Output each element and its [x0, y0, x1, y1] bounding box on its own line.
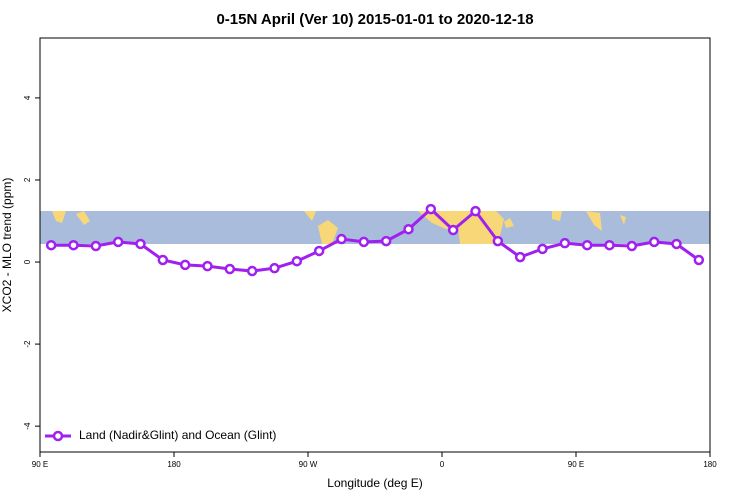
legend-marker	[52, 430, 64, 442]
x-tick-label: 180	[703, 460, 717, 469]
data-point	[90, 240, 102, 252]
y-tick-label: 4	[23, 95, 32, 100]
x-tick-label: 90 E	[32, 460, 48, 469]
data-point	[358, 236, 370, 248]
data-point	[648, 236, 660, 248]
data-point	[537, 243, 548, 255]
data-point	[336, 233, 347, 245]
x-axis-label: Longitude (deg E)	[327, 476, 422, 490]
data-point	[112, 236, 124, 248]
data-point	[246, 265, 258, 277]
data-point	[380, 235, 392, 247]
data-point	[693, 254, 705, 266]
data-point	[425, 203, 437, 215]
x-tick-label: 90 E	[568, 460, 584, 469]
data-point	[492, 235, 504, 247]
y-tick-label: 0	[23, 259, 32, 264]
data-point	[202, 260, 213, 272]
data-point	[447, 224, 459, 236]
y-tick-label: -2	[23, 340, 32, 348]
data-point	[514, 251, 526, 263]
data-point	[470, 205, 481, 217]
data-point	[291, 255, 303, 267]
data-point	[671, 238, 682, 250]
data-point	[269, 262, 280, 274]
y-tick-label: 2	[23, 177, 32, 182]
x-tick-label: 0	[440, 460, 445, 469]
data-point	[45, 239, 57, 251]
data-point	[313, 245, 325, 257]
x-tick-label: 90 W	[299, 460, 318, 469]
data-point	[68, 239, 79, 251]
plot-frame	[39, 37, 711, 453]
y-tick-label: -4	[23, 422, 32, 430]
x-tick-label: 180	[167, 460, 181, 469]
y-axis-label: XCO2 - MLO trend (ppm)	[0, 178, 14, 313]
chart-title: 0-15N April (Ver 10) 2015-01-01 to 2020-…	[216, 11, 533, 28]
data-point	[581, 239, 593, 251]
data-point	[179, 259, 191, 271]
data-point	[559, 237, 571, 249]
data-point	[604, 239, 615, 251]
data-point	[403, 223, 414, 235]
data-point	[157, 254, 169, 266]
data-point	[224, 263, 236, 275]
legend-label: Land (Nadir&Glint) and Ocean (Glint)	[79, 428, 276, 442]
data-point	[135, 238, 146, 250]
data-point	[626, 240, 638, 252]
